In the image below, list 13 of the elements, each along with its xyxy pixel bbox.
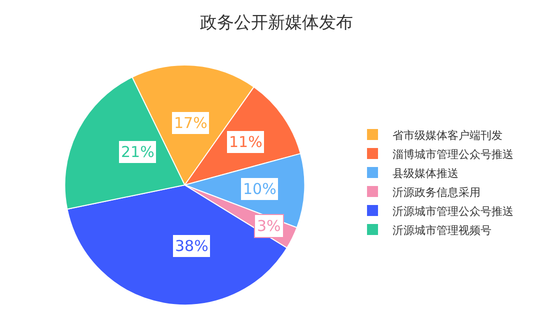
data-label: 3%	[257, 217, 281, 235]
data-label: 10%	[243, 180, 276, 198]
legend-label: 沂源政务信息采用	[392, 186, 481, 199]
legend-label: 淄博城市管理公众号推送	[392, 148, 514, 161]
legend-label: 省市级媒体客户端刊发	[392, 128, 503, 142]
legend-label: 沂源城市管理视频号	[392, 224, 492, 237]
data-label: 21%	[121, 143, 154, 161]
legend-label: 县级媒体推送	[392, 166, 459, 180]
legend-label: 沂源城市管理公众号推送	[392, 204, 514, 218]
chart-title: 政务公开新媒体发布	[200, 13, 353, 34]
data-label: 38%	[175, 237, 208, 255]
data-label: 11%	[229, 133, 262, 151]
data-label: 17%	[174, 114, 208, 132]
